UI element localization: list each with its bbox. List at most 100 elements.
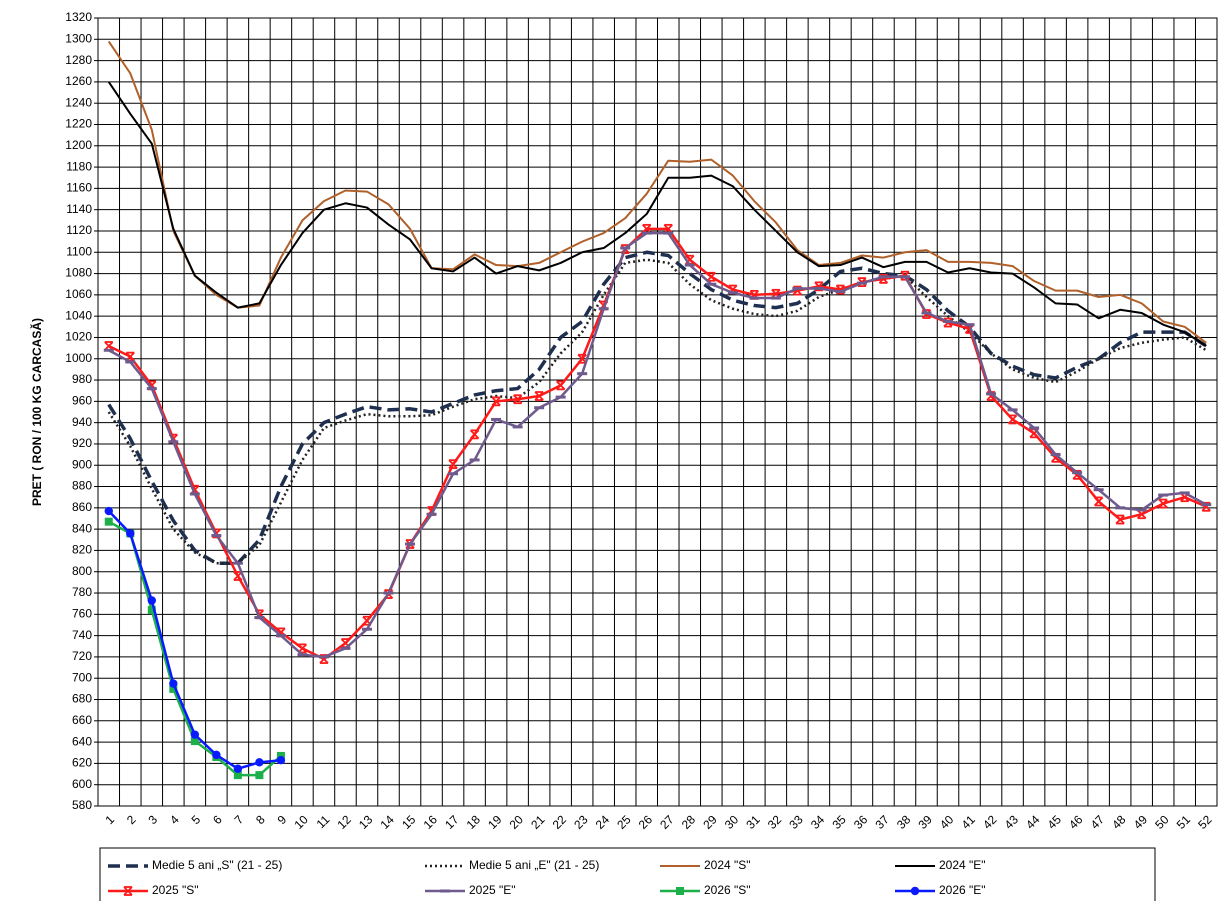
marker-stroke xyxy=(1158,498,1168,509)
marker xyxy=(676,887,684,895)
y-tick-label: 1140 xyxy=(66,202,92,216)
marker xyxy=(491,396,501,407)
marker-stroke xyxy=(1137,509,1147,519)
marker xyxy=(255,758,264,767)
y-tick-label: 580 xyxy=(72,798,92,812)
y-tick-label: 920 xyxy=(72,436,92,450)
y-tick-label: 1080 xyxy=(65,266,92,280)
y-tick-label: 820 xyxy=(72,543,92,557)
marker-stroke xyxy=(1115,514,1125,525)
legend-label: Medie 5 ani „S" (21 - 25) xyxy=(152,858,282,872)
marker xyxy=(147,596,156,605)
y-tick-label: 700 xyxy=(72,670,92,684)
legend-label: 2025 "E" xyxy=(469,883,516,897)
y-tick-label: 740 xyxy=(72,628,92,642)
marker xyxy=(233,764,243,773)
marker-stroke xyxy=(663,224,673,234)
y-tick-label: 840 xyxy=(72,521,92,535)
y-tick-label: 1320 xyxy=(65,10,92,24)
marker-stroke xyxy=(512,394,523,404)
series-line xyxy=(108,227,1207,661)
marker xyxy=(276,751,285,760)
marker xyxy=(126,529,135,538)
y-tick-label: 1260 xyxy=(65,74,92,88)
marker xyxy=(212,750,221,760)
marker-stroke xyxy=(123,886,133,896)
marker xyxy=(1115,514,1125,525)
legend-box xyxy=(99,847,1156,901)
y-tick-label: 620 xyxy=(72,756,92,770)
marker xyxy=(147,606,156,615)
y-tick-label: 600 xyxy=(72,777,92,791)
marker-stroke xyxy=(642,224,652,234)
marker xyxy=(534,391,544,401)
marker-stroke xyxy=(469,429,480,439)
y-tick-label: 1200 xyxy=(65,138,92,152)
legend-label: 2024 "S" xyxy=(704,858,751,872)
marker xyxy=(556,380,566,391)
marker-stroke xyxy=(964,324,975,334)
marker xyxy=(1007,414,1018,425)
marker-stroke xyxy=(556,380,566,391)
y-tick-label: 980 xyxy=(72,372,92,386)
marker xyxy=(1158,498,1168,509)
y-tick-label: 1220 xyxy=(65,117,92,131)
y-tick-label: 860 xyxy=(72,500,92,514)
y-tick-label: 1240 xyxy=(65,95,92,109)
marker xyxy=(469,429,480,440)
marker xyxy=(104,517,113,526)
series-line xyxy=(107,258,1207,565)
y-tick-label: 1180 xyxy=(66,159,92,173)
y-tick-label: 1000 xyxy=(65,351,92,365)
y-tick-label: 940 xyxy=(72,415,92,429)
marker-stroke xyxy=(1007,414,1018,425)
y-tick-label: 1100 xyxy=(66,244,92,258)
marker xyxy=(104,506,113,516)
legend-label: 2024 "E" xyxy=(939,858,986,872)
marker-stroke xyxy=(104,341,114,351)
y-tick-label: 1120 xyxy=(66,223,92,237)
marker-stroke xyxy=(771,289,781,299)
marker xyxy=(169,679,178,688)
marker xyxy=(190,730,200,739)
legend-label: Medie 5 ani „E" (21 - 25) xyxy=(469,858,599,872)
marker xyxy=(190,737,199,746)
legend-label: 2026 "S" xyxy=(704,883,751,897)
marker xyxy=(255,771,264,780)
y-tick-label: 720 xyxy=(72,649,92,663)
marker-stroke xyxy=(534,391,544,401)
y-tick-label: 1020 xyxy=(65,330,92,344)
marker-stroke xyxy=(577,354,587,364)
marker xyxy=(276,756,286,765)
y-tick-label: 660 xyxy=(72,713,92,727)
marker xyxy=(169,684,178,693)
y-tick-label: 680 xyxy=(72,692,92,706)
series-line xyxy=(108,231,1207,659)
marker xyxy=(512,394,523,405)
marker-stroke xyxy=(1094,496,1104,507)
marker xyxy=(1094,496,1104,507)
y-tick-label: 1040 xyxy=(65,308,92,322)
legend-label: 2025 "S" xyxy=(152,883,199,897)
series-line xyxy=(107,40,1207,344)
series-line xyxy=(107,81,1207,347)
marker-stroke xyxy=(448,459,458,469)
y-tick-label: 880 xyxy=(72,479,92,493)
y-tick-label: 800 xyxy=(72,564,92,578)
marker-stroke xyxy=(190,485,200,495)
marker-stroke xyxy=(491,396,501,406)
y-tick-label: 1280 xyxy=(65,53,92,67)
legend-label: 2026 "E" xyxy=(939,883,986,897)
marker-stroke xyxy=(706,272,716,282)
marker xyxy=(448,459,458,470)
series-line xyxy=(107,250,1208,565)
y-tick-label: 760 xyxy=(72,606,92,620)
y-tick-label: 780 xyxy=(72,585,92,599)
y-tick-label: 640 xyxy=(72,734,92,748)
y-axis-label: PRET ( RON / 100 KG CARCASĂ) xyxy=(29,318,44,506)
y-tick-label: 1160 xyxy=(66,181,92,195)
marker-stroke xyxy=(362,616,372,626)
y-tick-label: 960 xyxy=(72,394,92,408)
y-tick-label: 1060 xyxy=(65,287,92,301)
